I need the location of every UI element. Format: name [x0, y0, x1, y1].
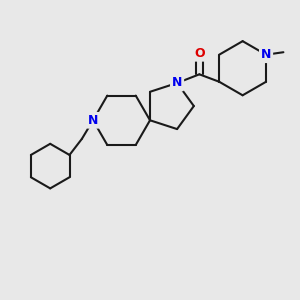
Text: O: O — [194, 47, 205, 60]
Text: N: N — [88, 114, 98, 127]
Text: N: N — [261, 48, 271, 61]
Text: N: N — [172, 76, 182, 89]
